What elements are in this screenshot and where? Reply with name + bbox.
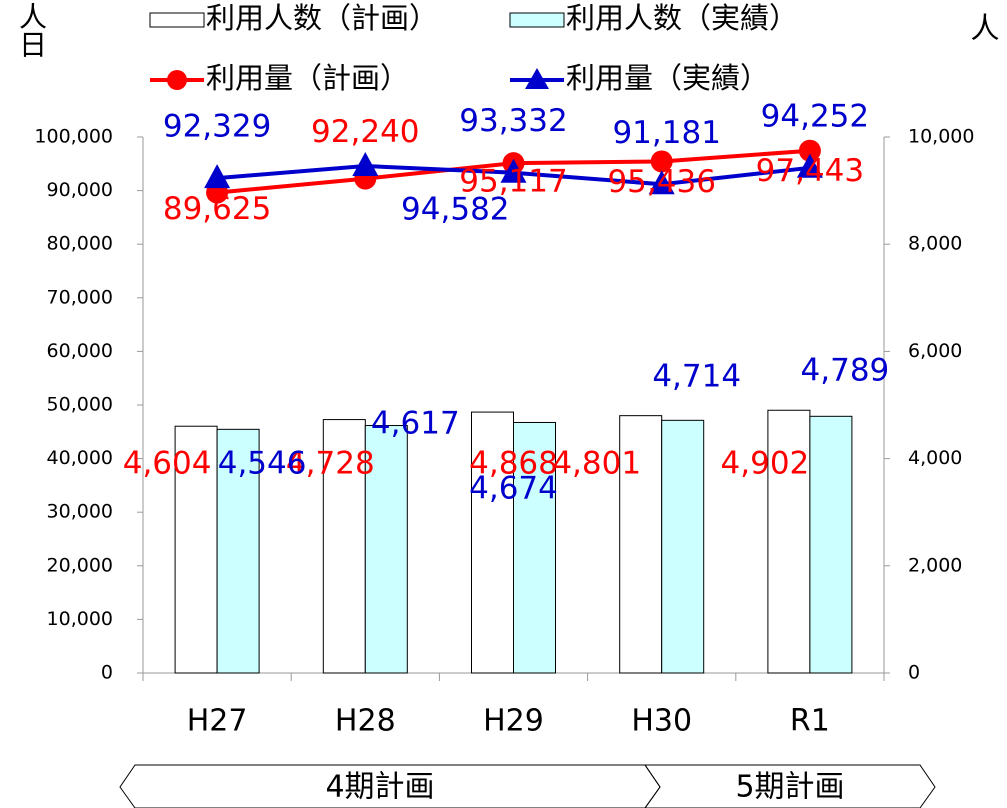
legend-label: 利用人数（実績）	[566, 1, 798, 35]
bar	[471, 411, 514, 674]
x-tick-label: H29	[483, 704, 544, 739]
x-tick-label: H30	[631, 704, 692, 739]
data-label: 95,117	[459, 164, 567, 200]
legend-marker	[525, 68, 549, 89]
bar	[661, 419, 705, 674]
bar	[809, 415, 853, 674]
legend-swatch	[509, 12, 565, 28]
bar	[174, 425, 218, 674]
marker	[648, 170, 675, 195]
y-tick-label: 10,000	[47, 608, 113, 630]
data-label: 92,329	[163, 109, 271, 145]
data-label: 4,728	[286, 446, 375, 482]
data-label: 4,617	[371, 406, 460, 442]
legend-label: 利用量（計画）	[206, 61, 409, 95]
period-label: 4期計画	[325, 770, 434, 805]
data-label: 93,332	[459, 103, 567, 139]
y2-tick-label: 4,000	[908, 447, 962, 469]
y2-tick-label: 10,000	[908, 126, 974, 148]
x-tick-label: H28	[335, 704, 396, 739]
y-tick-label: 60,000	[47, 340, 113, 362]
data-label: 94,582	[401, 192, 509, 228]
legend-swatch	[149, 12, 205, 28]
y-tick-label: 40,000	[47, 447, 113, 469]
y-tick-label: 50,000	[47, 394, 113, 416]
legend-label: 利用量（実績）	[566, 61, 769, 95]
y-tick-label: 0	[101, 662, 113, 684]
data-label: 94,252	[761, 98, 869, 134]
period-label: 5期計画	[735, 770, 844, 805]
y2-tick-label: 2,000	[908, 554, 962, 576]
y-tick-label: 90,000	[47, 179, 113, 201]
bar	[322, 419, 366, 674]
bar	[216, 428, 260, 674]
x-tick-label: R1	[790, 704, 830, 739]
y2-tick-label: 6,000	[908, 340, 962, 362]
marker	[352, 152, 379, 177]
y-tick-label: 100,000	[34, 126, 113, 148]
y-tick-label: 70,000	[47, 286, 113, 308]
y-tick-label: 80,000	[47, 233, 113, 255]
bar	[513, 421, 556, 674]
data-label: 4,902	[721, 446, 810, 482]
data-label: 92,240	[311, 114, 419, 150]
data-label: 91,181	[612, 115, 720, 151]
y2-axis-label: 人	[970, 11, 999, 45]
legend-label: 利用人数（計画）	[206, 1, 438, 35]
x-tick-label: H27	[187, 704, 248, 739]
y2-tick-label: 8,000	[908, 233, 962, 255]
bar	[619, 415, 663, 674]
bar	[767, 409, 811, 674]
bar	[364, 425, 408, 674]
y-tick-label: 30,000	[47, 501, 113, 523]
marker	[204, 164, 231, 189]
marker	[798, 139, 821, 162]
data-label: 4,801	[552, 446, 641, 482]
data-label: 4,604	[123, 446, 212, 482]
y2-tick-label: 0	[908, 662, 920, 684]
data-label: 95,436	[607, 164, 715, 200]
data-label: 4,868	[469, 446, 558, 482]
marker	[500, 158, 527, 183]
data-label: 4,546	[218, 446, 307, 482]
data-label: 4,674	[469, 471, 558, 507]
period-bracket	[644, 764, 936, 808]
data-label: 89,625	[163, 191, 271, 227]
marker	[650, 150, 673, 173]
y-tick-label: 20,000	[47, 554, 113, 576]
legend-marker	[167, 70, 187, 90]
data-label: 4,714	[652, 359, 741, 395]
data-label: 97,443	[756, 153, 864, 189]
marker	[796, 153, 823, 178]
y-axis-label: 人日	[15, 2, 48, 58]
data-label: 4,789	[801, 353, 890, 389]
